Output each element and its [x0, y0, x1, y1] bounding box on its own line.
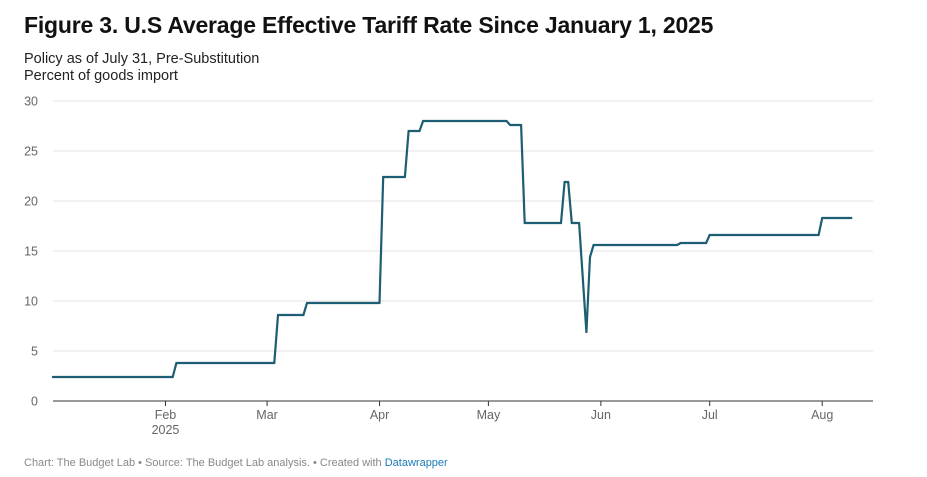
data-point — [509, 123, 512, 127]
y-tick-label-20: 20 — [24, 195, 38, 209]
data-point — [407, 129, 410, 133]
chart-subtitle: Policy as of July 31, Pre-Substitution — [24, 51, 260, 67]
y-axis-ticks: 0 5 10 15 20 25 30 — [24, 95, 38, 409]
data-point — [273, 361, 276, 365]
chart-title: Figure 3. U.S Average Effective Tariff R… — [24, 12, 714, 38]
x-tick-label-feb: Feb — [155, 408, 177, 422]
x-tick-label-jul: Jul — [702, 408, 718, 422]
data-point — [520, 123, 523, 127]
data-point — [821, 216, 824, 220]
data-point — [817, 233, 820, 237]
data-point — [559, 221, 563, 225]
data-point — [563, 180, 566, 184]
y-tick-label-15: 15 — [24, 245, 38, 259]
x-tick-label-apr: Apr — [370, 408, 389, 422]
data-point — [418, 129, 421, 133]
chart-footer: Chart: The Budget Lab • Source: The Budg… — [24, 457, 448, 469]
data-point — [567, 180, 570, 184]
x-tick-label-aug: Aug — [811, 408, 833, 422]
data-point — [578, 221, 581, 225]
data-point — [592, 243, 595, 247]
data-point — [505, 119, 508, 123]
x-tick-label-may: May — [477, 408, 501, 422]
y-tick-label-5: 5 — [31, 345, 38, 359]
data-point — [175, 361, 178, 365]
chart-unit-label: Percent of goods import — [24, 68, 178, 84]
data-point — [679, 241, 682, 245]
data-point — [276, 313, 280, 317]
series-layer — [51, 119, 853, 379]
data-point — [305, 301, 309, 305]
data-point — [585, 330, 588, 334]
data-point — [51, 375, 55, 379]
y-tick-label-10: 10 — [24, 295, 38, 309]
data-point — [850, 216, 853, 220]
x-tick-year-label: 2025 — [152, 423, 180, 437]
y-tick-label-30: 30 — [24, 95, 38, 109]
data-point — [382, 175, 385, 179]
data-point — [523, 221, 526, 225]
data-point — [403, 175, 406, 179]
data-point — [378, 301, 381, 305]
data-point — [705, 241, 708, 245]
x-tick-label-jun: Jun — [591, 408, 611, 422]
footer-credit: Chart: The Budget Lab • Source: The Budg… — [24, 457, 385, 469]
data-point — [171, 375, 174, 379]
data-point — [588, 255, 592, 259]
y-tick-label-25: 25 — [24, 145, 38, 159]
data-point — [302, 313, 305, 317]
gridlines — [53, 100, 873, 352]
data-point — [570, 221, 573, 225]
data-point — [676, 243, 679, 247]
data-point — [422, 119, 425, 123]
x-tick-label-mar: Mar — [256, 408, 278, 422]
data-point — [708, 233, 711, 237]
y-tick-label-0: 0 — [31, 395, 38, 409]
datawrapper-link[interactable]: Datawrapper — [384, 457, 448, 469]
tariff-rate-series-line — [51, 119, 853, 379]
